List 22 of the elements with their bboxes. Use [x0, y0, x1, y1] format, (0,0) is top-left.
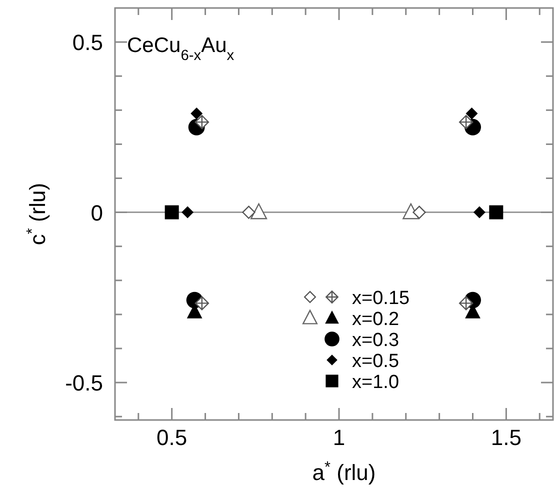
point: [412, 206, 426, 219]
x-tick-label: 1: [332, 425, 346, 450]
point: [164, 205, 179, 220]
y-tick-label: 0: [90, 200, 103, 226]
y-tick-label: 0.5: [72, 30, 103, 56]
x-axis-title: a$^{*}$ (rlu): [312, 458, 376, 485]
legend-label: x=0.15: [352, 288, 410, 309]
legend-label: x=1.0: [352, 372, 400, 393]
legend-label: x=0.2: [352, 309, 400, 330]
point: [182, 206, 194, 218]
point: [473, 206, 486, 218]
point: [466, 108, 478, 120]
y-tick-label: -0.5: [65, 370, 103, 396]
point: [250, 203, 268, 220]
legend-label: x=0.5: [352, 351, 400, 372]
x-tick-label: 1.5: [490, 425, 522, 450]
annotation: CeCu$_{6-x}$Au$_{x}$: [127, 34, 235, 64]
x-tick-label: 0.5: [156, 425, 188, 450]
point: [489, 205, 504, 220]
point: [242, 206, 256, 219]
point: [190, 108, 203, 120]
legend-label: x=0.3: [352, 330, 400, 351]
